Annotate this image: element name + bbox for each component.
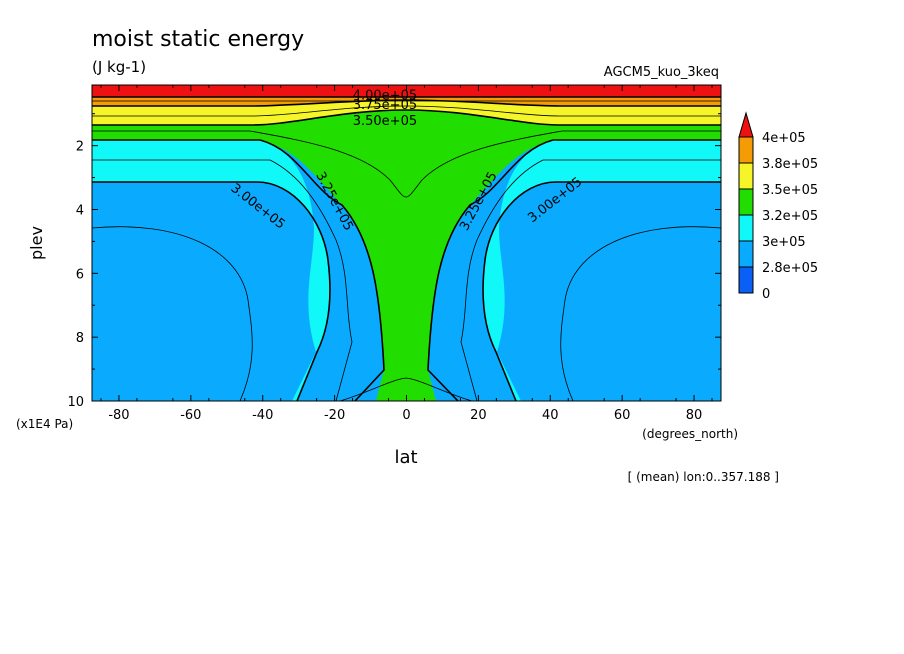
contour-2.90e5-right	[560, 226, 721, 401]
contour-3.35e5-bottom	[339, 377, 473, 401]
units-label: (J kg-1)	[92, 58, 146, 76]
region-3.0e5-3.2e5	[92, 140, 721, 401]
contour-3.75e5	[92, 99, 721, 107]
colorbar-label: 0	[762, 287, 770, 302]
x-tick-label: -40	[252, 408, 273, 423]
x-tick-label: -60	[180, 408, 201, 423]
colorbar-swatch	[738, 188, 754, 216]
contour-fill-layer	[92, 85, 721, 401]
colorbar-swatch	[738, 266, 754, 294]
y-tick-label: 4	[76, 203, 84, 218]
y-tick-label: 10	[67, 395, 84, 410]
experiment-label: AGCM5_kuo_3keq	[604, 65, 719, 80]
x-tick-label: 0	[402, 408, 410, 423]
contour-label: 4.00e+05	[353, 88, 417, 103]
x-tick-label: 40	[542, 408, 559, 423]
colorbar-swatch	[738, 162, 754, 190]
axes-layer: -80 -60 -40 -20 0 20 40 60 80 2 4 6 8 10	[67, 85, 721, 423]
x-tick-label: 60	[614, 408, 631, 423]
contour-3.25e5	[92, 139, 721, 401]
colorbar-arrow-top	[738, 111, 754, 138]
contour-3.50e5	[92, 109, 721, 126]
x-tick-label: -80	[108, 408, 129, 423]
colorbar-label: 3.8e+05	[762, 157, 818, 172]
colorbar-swatch	[738, 240, 754, 268]
colorbar-swatch	[738, 214, 754, 242]
contour-2.90e5-left	[92, 226, 253, 401]
contour-3.65e5	[92, 105, 721, 117]
contour-3.00e5-left	[92, 181, 331, 401]
chart-title: moist static energy	[92, 27, 304, 52]
x-tick-label: 80	[686, 408, 703, 423]
x-tick-label: 20	[470, 408, 487, 423]
x-tick-label: -20	[324, 408, 345, 423]
x-axis-label: lat	[394, 447, 417, 468]
contour-line-layer	[92, 96, 721, 401]
colorbar-swatch	[738, 136, 754, 164]
colorbar-label: 4e+05	[762, 131, 806, 146]
contour-3.35e5	[92, 130, 721, 198]
contour-3.10e5-left	[92, 159, 353, 401]
colorbar-label: 2.8e+05	[762, 261, 818, 276]
contour-3.10e5-right	[460, 159, 721, 401]
contour-label: 3.75e+05	[353, 98, 417, 113]
colorbar-label: 3e+05	[762, 235, 806, 250]
region-3.2e5-3.5e5	[92, 85, 721, 401]
y-axis-label: plev	[27, 226, 46, 260]
y-axis-units: (x1E4 Pa)	[16, 417, 73, 431]
y-tick-label: 2	[76, 140, 84, 155]
colorbar: 4e+05 3.8e+05 3.5e+05 3.2e+05 3e+05 2.8e+05 0	[738, 111, 818, 302]
contour-label: 3.50e+05	[353, 114, 417, 129]
y-tick-label: 6	[76, 267, 84, 282]
y-tick-label: 8	[76, 331, 84, 346]
colorbar-label: 3.5e+05	[762, 183, 818, 198]
footer-note: [ (mean) lon:0..357.188 ]	[628, 470, 779, 484]
contour-3.00e5-right	[482, 181, 721, 401]
x-axis-units: (degrees_north)	[642, 427, 738, 441]
colorbar-label: 3.2e+05	[762, 209, 818, 224]
